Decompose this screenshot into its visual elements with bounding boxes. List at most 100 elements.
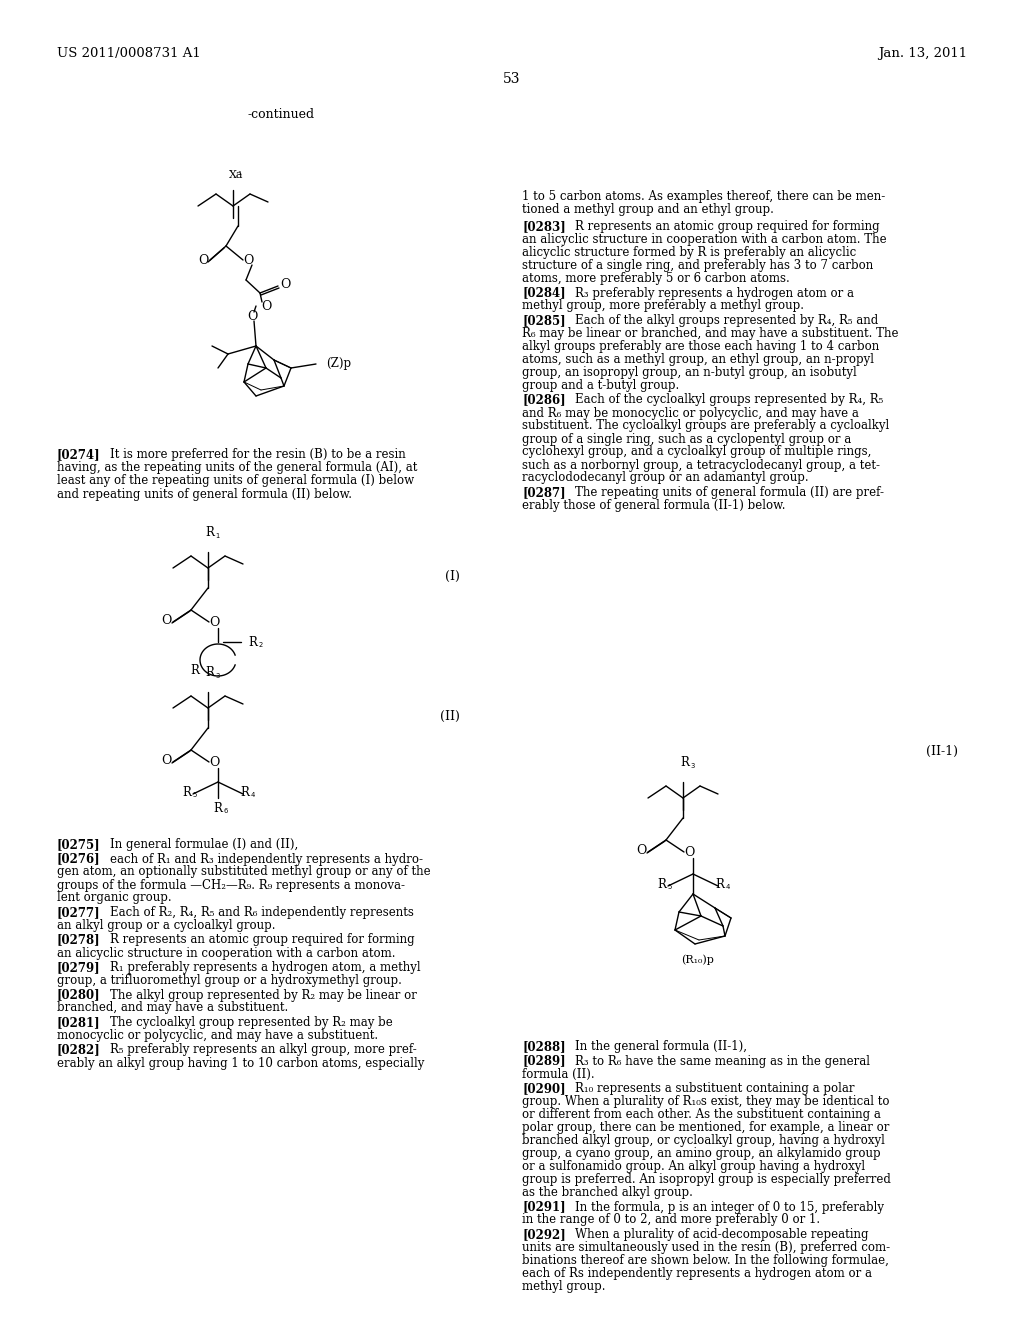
Text: [0284]: [0284] bbox=[522, 286, 565, 300]
Text: [0275]: [0275] bbox=[57, 838, 100, 851]
Text: an alicyclic structure in cooperation with a carbon atom.: an alicyclic structure in cooperation wi… bbox=[57, 946, 395, 960]
Text: or a sulfonamido group. An alkyl group having a hydroxyl: or a sulfonamido group. An alkyl group h… bbox=[522, 1160, 865, 1173]
Text: an alicyclic structure in cooperation with a carbon atom. The: an alicyclic structure in cooperation wi… bbox=[522, 234, 887, 246]
Text: R: R bbox=[214, 801, 222, 814]
Text: $_{1}$: $_{1}$ bbox=[237, 169, 243, 178]
Text: substituent. The cycloalkyl groups are preferably a cycloalkyl: substituent. The cycloalkyl groups are p… bbox=[522, 420, 889, 433]
Text: O: O bbox=[280, 277, 290, 290]
Text: O: O bbox=[161, 614, 171, 627]
Text: [0283]: [0283] bbox=[522, 220, 565, 234]
Text: structure of a single ring, and preferably has 3 to 7 carbon: structure of a single ring, and preferab… bbox=[522, 259, 873, 272]
Text: [0286]: [0286] bbox=[522, 393, 565, 407]
Text: [0282]: [0282] bbox=[57, 1044, 100, 1056]
Text: R₅ preferably represents an alkyl group, more pref-: R₅ preferably represents an alkyl group,… bbox=[110, 1044, 417, 1056]
Text: [0279]: [0279] bbox=[57, 961, 100, 974]
Text: (II): (II) bbox=[440, 710, 460, 723]
Text: $_{5}$: $_{5}$ bbox=[193, 789, 198, 800]
Text: lent organic group.: lent organic group. bbox=[57, 891, 172, 904]
Text: groups of the formula —CH₂—R₉. R₉ represents a monova-: groups of the formula —CH₂—R₉. R₉ repres… bbox=[57, 879, 406, 891]
Text: Each of R₂, R₄, R₅ and R₆ independently represents: Each of R₂, R₄, R₅ and R₆ independently … bbox=[110, 906, 414, 919]
Text: R: R bbox=[182, 785, 191, 799]
Text: [0287]: [0287] bbox=[522, 486, 565, 499]
Text: It is more preferred for the resin (B) to be a resin: It is more preferred for the resin (B) t… bbox=[110, 447, 406, 461]
Text: [0280]: [0280] bbox=[57, 989, 100, 1002]
Text: erably an alkyl group having 1 to 10 carbon atoms, especially: erably an alkyl group having 1 to 10 car… bbox=[57, 1056, 424, 1069]
Text: R represents an atomic group required for forming: R represents an atomic group required fo… bbox=[575, 220, 880, 234]
Text: $_{6}$: $_{6}$ bbox=[223, 807, 229, 816]
Text: [0278]: [0278] bbox=[57, 933, 100, 946]
Text: group of a single ring, such as a cyclopentyl group or a: group of a single ring, such as a cyclop… bbox=[522, 433, 851, 446]
Text: In general formulae (I) and (II),: In general formulae (I) and (II), bbox=[110, 838, 298, 851]
Text: $_{3}$: $_{3}$ bbox=[690, 762, 696, 771]
Text: formula (II).: formula (II). bbox=[522, 1068, 595, 1081]
Text: alkyl groups preferably are those each having 1 to 4 carbon: alkyl groups preferably are those each h… bbox=[522, 341, 880, 352]
Text: Xa: Xa bbox=[228, 170, 244, 180]
Text: O: O bbox=[209, 755, 219, 768]
Text: R: R bbox=[249, 635, 257, 648]
Text: R₆ may be linear or branched, and may have a substituent. The: R₆ may be linear or branched, and may ha… bbox=[522, 327, 898, 341]
Text: O: O bbox=[243, 253, 253, 267]
Text: units are simultaneously used in the resin (B), preferred com-: units are simultaneously used in the res… bbox=[522, 1241, 890, 1254]
Text: R: R bbox=[206, 525, 214, 539]
Text: When a plurality of acid-decomposable repeating: When a plurality of acid-decomposable re… bbox=[575, 1228, 868, 1241]
Text: R₃ preferably represents a hydrogen atom or a: R₃ preferably represents a hydrogen atom… bbox=[575, 286, 854, 300]
Text: Each of the alkyl groups represented by R₄, R₅ and: Each of the alkyl groups represented by … bbox=[575, 314, 879, 327]
Text: In the formula, p is an integer of 0 to 15, preferably: In the formula, p is an integer of 0 to … bbox=[575, 1200, 884, 1213]
Text: O: O bbox=[198, 253, 208, 267]
Text: in the range of 0 to 2, and more preferably 0 or 1.: in the range of 0 to 2, and more prefera… bbox=[522, 1213, 820, 1226]
Text: [0292]: [0292] bbox=[522, 1228, 565, 1241]
Text: each of Rs independently represents a hydrogen atom or a: each of Rs independently represents a hy… bbox=[522, 1267, 872, 1280]
Text: O: O bbox=[209, 615, 219, 628]
Text: and repeating units of general formula (II) below.: and repeating units of general formula (… bbox=[57, 487, 352, 500]
Text: methyl group.: methyl group. bbox=[522, 1280, 605, 1294]
Text: atoms, such as a methyl group, an ethyl group, an n-propyl: atoms, such as a methyl group, an ethyl … bbox=[522, 352, 874, 366]
Text: each of R₁ and R₃ independently represents a hydro-: each of R₁ and R₃ independently represen… bbox=[110, 853, 423, 866]
Text: [0277]: [0277] bbox=[57, 906, 100, 919]
Text: alicyclic structure formed by R is preferably an alicyclic: alicyclic structure formed by R is prefe… bbox=[522, 246, 856, 259]
Text: $_{3}$: $_{3}$ bbox=[215, 671, 221, 681]
Text: as the branched alkyl group.: as the branched alkyl group. bbox=[522, 1185, 693, 1199]
Text: group. When a plurality of R₁₀s exist, they may be identical to: group. When a plurality of R₁₀s exist, t… bbox=[522, 1096, 890, 1107]
Text: group and a t-butyl group.: group and a t-butyl group. bbox=[522, 379, 679, 392]
Text: $_{5}$: $_{5}$ bbox=[667, 882, 673, 892]
Text: group is preferred. An isopropyl group is especially preferred: group is preferred. An isopropyl group i… bbox=[522, 1173, 891, 1185]
Text: $_{1}$: $_{1}$ bbox=[215, 531, 221, 541]
Text: R₁₀ represents a substituent containing a polar: R₁₀ represents a substituent containing … bbox=[575, 1082, 854, 1096]
Text: [0274]: [0274] bbox=[57, 447, 100, 461]
Text: least any of the repeating units of general formula (I) below: least any of the repeating units of gene… bbox=[57, 474, 414, 487]
Text: R: R bbox=[190, 664, 200, 676]
Text: branched, and may have a substituent.: branched, and may have a substituent. bbox=[57, 1002, 288, 1015]
Text: R: R bbox=[681, 755, 689, 768]
Text: The alkyl group represented by R₂ may be linear or: The alkyl group represented by R₂ may be… bbox=[110, 989, 417, 1002]
Text: [0288]: [0288] bbox=[522, 1040, 565, 1053]
Text: R: R bbox=[241, 785, 250, 799]
Text: [0291]: [0291] bbox=[522, 1200, 565, 1213]
Text: O: O bbox=[261, 300, 271, 313]
Text: The cycloalkyl group represented by R₂ may be: The cycloalkyl group represented by R₂ m… bbox=[110, 1016, 393, 1030]
Text: O: O bbox=[247, 309, 257, 322]
Text: erably those of general formula (II-1) below.: erably those of general formula (II-1) b… bbox=[522, 499, 785, 512]
Text: Jan. 13, 2011: Jan. 13, 2011 bbox=[878, 48, 967, 59]
Text: O: O bbox=[161, 754, 171, 767]
Text: binations thereof are shown below. In the following formulae,: binations thereof are shown below. In th… bbox=[522, 1254, 889, 1267]
Text: monocyclic or polycyclic, and may have a substituent.: monocyclic or polycyclic, and may have a… bbox=[57, 1030, 378, 1041]
Text: In the general formula (II-1),: In the general formula (II-1), bbox=[575, 1040, 746, 1053]
Text: R: R bbox=[657, 878, 667, 891]
Text: O: O bbox=[636, 843, 646, 857]
Text: and R₆ may be monocyclic or polycyclic, and may have a: and R₆ may be monocyclic or polycyclic, … bbox=[522, 407, 859, 420]
Text: $_{2}$: $_{2}$ bbox=[258, 640, 263, 649]
Text: such as a norbornyl group, a tetracyclodecanyl group, a tet-: such as a norbornyl group, a tetracyclod… bbox=[522, 458, 880, 471]
Text: or different from each other. As the substituent containing a: or different from each other. As the sub… bbox=[522, 1107, 881, 1121]
Text: US 2011/0008731 A1: US 2011/0008731 A1 bbox=[57, 48, 201, 59]
Text: [0281]: [0281] bbox=[57, 1016, 100, 1030]
Text: The repeating units of general formula (II) are pref-: The repeating units of general formula (… bbox=[575, 486, 884, 499]
Text: (I): (I) bbox=[445, 570, 460, 583]
Text: tioned a methyl group and an ethyl group.: tioned a methyl group and an ethyl group… bbox=[522, 203, 774, 216]
Text: [0289]: [0289] bbox=[522, 1055, 565, 1068]
Text: [0285]: [0285] bbox=[522, 314, 565, 327]
Text: R represents an atomic group required for forming: R represents an atomic group required fo… bbox=[110, 933, 415, 946]
Text: (R₁₀)p: (R₁₀)p bbox=[682, 954, 715, 965]
Text: group, a cyano group, an amino group, an alkylamido group: group, a cyano group, an amino group, an… bbox=[522, 1147, 881, 1160]
Text: atoms, more preferably 5 or 6 carbon atoms.: atoms, more preferably 5 or 6 carbon ato… bbox=[522, 272, 790, 285]
Text: (Z)p: (Z)p bbox=[326, 358, 351, 371]
